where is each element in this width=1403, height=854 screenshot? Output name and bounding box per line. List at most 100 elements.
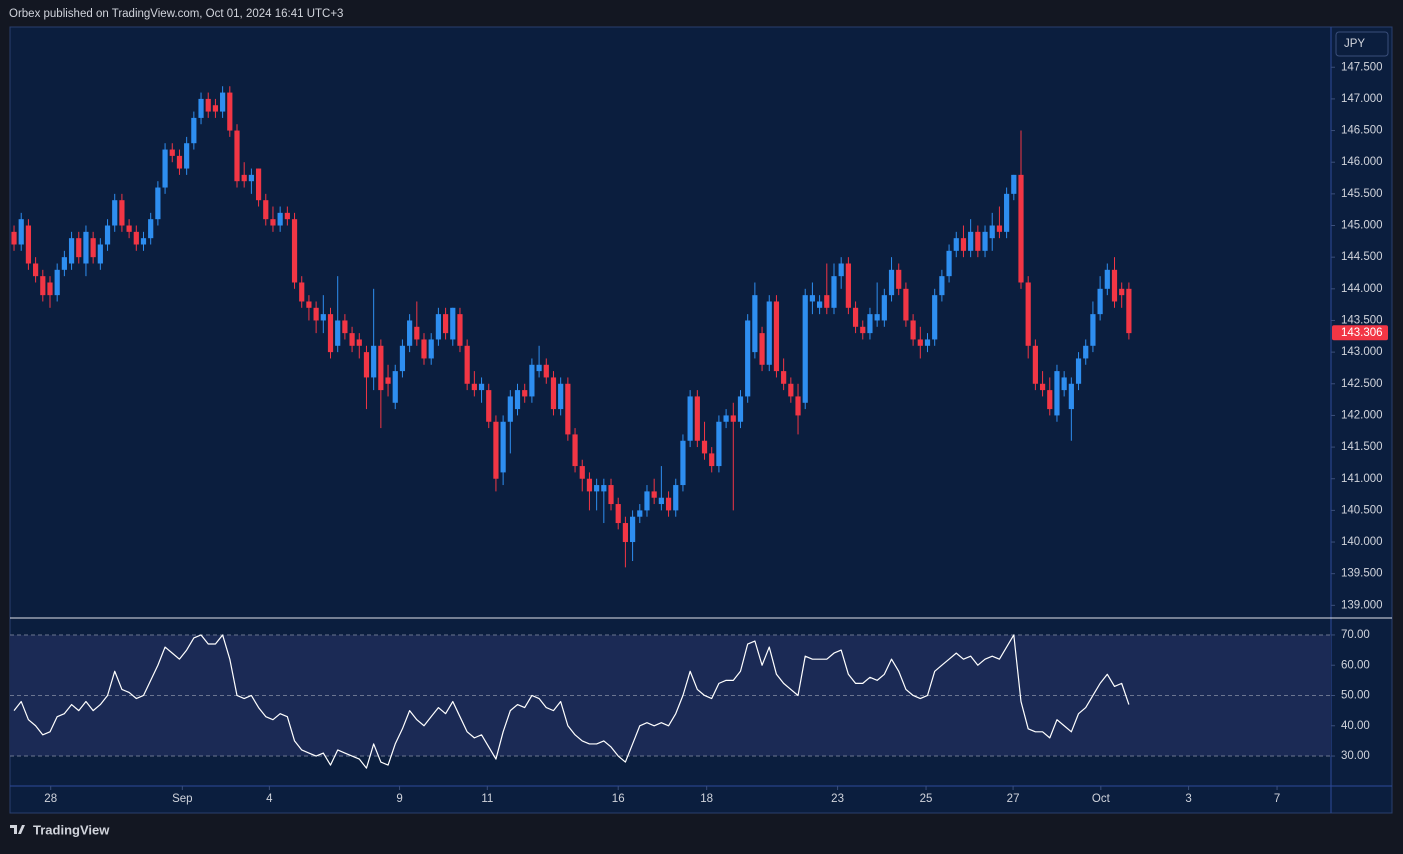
y-tick-label: 139.000 [1341,599,1383,611]
candle-body [752,295,758,353]
candle-body [579,466,585,479]
candle-body [220,92,226,112]
candle-body [442,314,449,334]
candle-body [543,364,549,378]
y-tick-label: 142.500 [1341,378,1383,390]
candle-body [126,225,132,232]
candle-body [773,301,780,372]
candle-body [205,98,211,112]
candle-body [471,383,477,391]
candle-body [112,200,118,226]
candle-body [852,307,859,327]
y-tick-label: 141.500 [1341,441,1383,453]
y-tick-label: 146.000 [1341,156,1383,168]
candle-body [838,263,844,277]
y-tick-label: 142.000 [1341,409,1383,421]
x-tick-label: 27 [1007,793,1020,805]
candle-body [514,390,521,410]
candle-body [874,314,880,321]
candle-body [831,276,837,308]
candle-body [1075,358,1082,384]
x-tick-label: 11 [481,793,493,805]
candle-body [982,231,988,251]
candle-body [996,225,1003,232]
candle-body [176,155,183,169]
candle-body [54,269,60,296]
candle-body [536,364,542,372]
candle-body [788,383,794,397]
currency-box[interactable] [1335,31,1389,57]
last-price-label: 143.306 [1341,327,1383,339]
x-tick-label: 3 [1185,793,1191,805]
candle-body [493,421,499,479]
candle-body [665,497,672,511]
candle-body [1004,193,1010,232]
candle-body [25,225,32,264]
candle-body [356,339,362,346]
y-tick-label: 144.500 [1341,251,1383,263]
candle-body [191,117,197,144]
candle-body [658,497,664,505]
candle-body [730,415,736,422]
candle-body [1025,282,1031,346]
candle-body [234,130,240,182]
candle-body [327,314,334,353]
candle-body [90,238,96,258]
candle-body [162,149,168,188]
candle-body [263,200,269,220]
candle-body [737,396,744,422]
candle-body [450,307,456,340]
y-tick-label: 146.500 [1341,125,1383,137]
currency-label[interactable]: JPY [1344,38,1365,50]
x-tick-label: 23 [831,793,844,805]
candle-body [795,396,801,416]
candle-body [1061,377,1067,391]
y-tick-label: 139.500 [1341,568,1383,580]
x-tick-label: 18 [700,793,713,805]
last-price-tag [1332,325,1388,341]
candle-body [946,250,952,277]
y-tick-label: 40.00 [1341,720,1370,732]
candle-body [932,295,938,340]
candle-body [464,345,470,384]
candle-body [594,485,600,492]
y-tick-label: 143.000 [1341,346,1383,358]
candle-body [83,231,89,264]
candle-body [881,295,887,321]
candle-body [291,219,298,283]
candle-body [385,377,391,384]
candle-body [1083,345,1089,359]
candle-body [723,415,729,422]
candle-body [953,238,959,251]
publisher-header: Orbex published on TradingView.com, Oct … [9,8,343,20]
candle-body [486,390,492,422]
footer-brand: TradingView [33,822,110,837]
candle-body [342,320,348,334]
candle-body [888,269,895,296]
candle-body [673,485,679,511]
candle-body [428,339,434,359]
candle-body [414,326,420,340]
candle-body [680,440,686,486]
candle-body [989,225,995,239]
x-tick-label: Sep [172,793,192,805]
candle-body [608,485,614,505]
candle-body [407,320,413,346]
logo-icon [10,825,25,834]
candle-body [363,352,370,378]
candle-body [903,288,909,321]
candle-body [133,231,139,245]
rsi-pane: 30.00 40.00 50.00 60.00 70.00 [10,629,1370,769]
candle-body [457,314,463,346]
candle-body [701,440,708,454]
candle-body [270,219,276,226]
candle-body [745,320,751,397]
candle-body [550,377,557,410]
candle-body [277,212,283,226]
y-tick-label: 145.500 [1341,188,1383,200]
candle-body [97,244,103,264]
candle-body [1047,390,1053,410]
candle-body [40,276,46,296]
candle-body [184,143,190,169]
